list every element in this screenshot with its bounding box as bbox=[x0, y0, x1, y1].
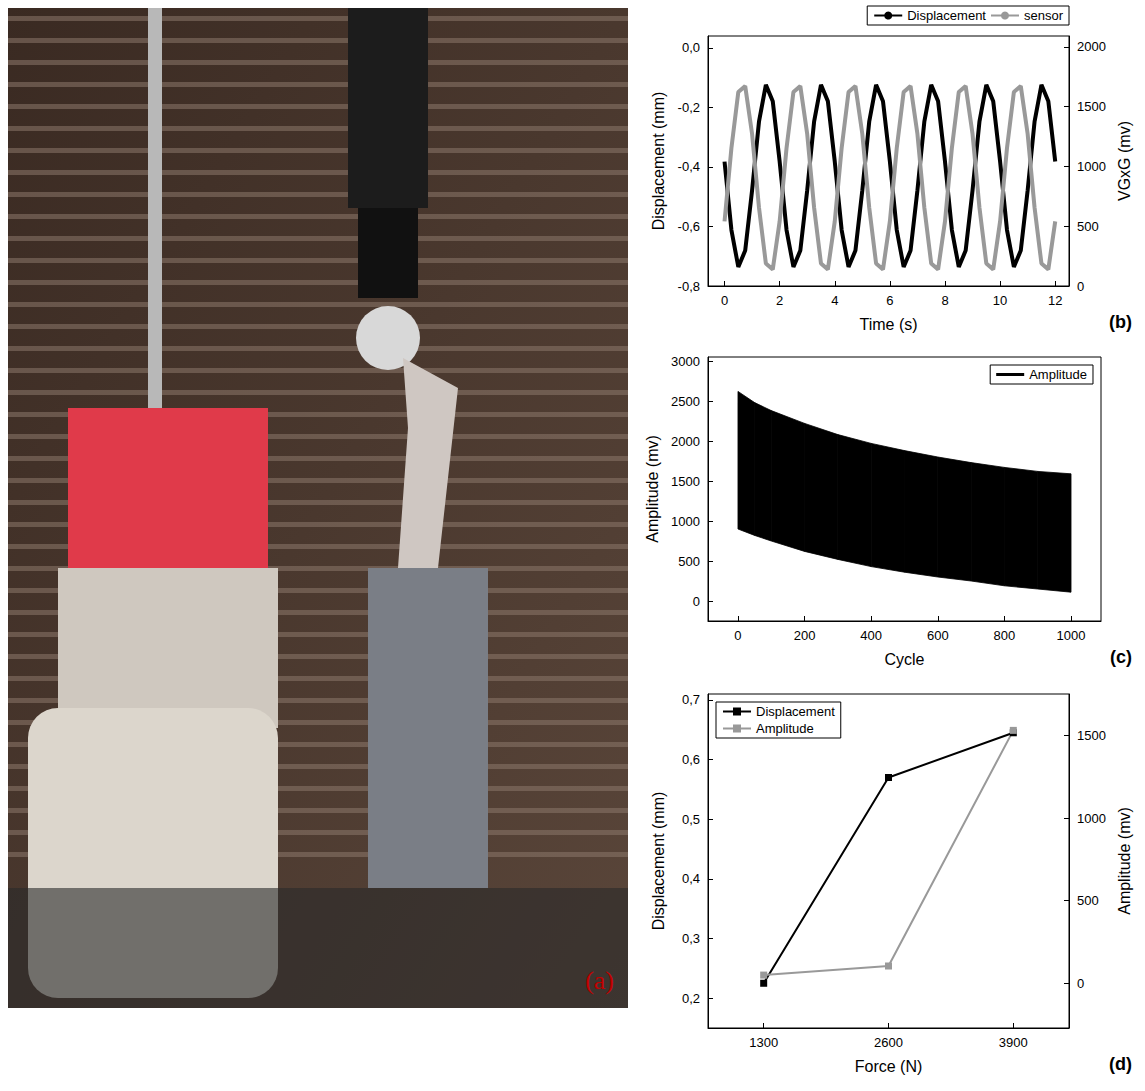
svg-text:0,3: 0,3 bbox=[682, 931, 700, 946]
svg-text:1000: 1000 bbox=[671, 514, 700, 529]
html-text:(a): (a) bbox=[585, 966, 614, 995]
svg-text:400: 400 bbox=[860, 628, 882, 643]
svg-text:8: 8 bbox=[941, 293, 948, 308]
svg-text:500: 500 bbox=[1077, 893, 1099, 908]
svg-text:2600: 2600 bbox=[874, 1035, 903, 1050]
svg-text:Amplitude (mv): Amplitude (mv) bbox=[1116, 807, 1133, 915]
svg-text:0: 0 bbox=[693, 594, 700, 609]
svg-text:Displacement (mm): Displacement (mm) bbox=[650, 792, 667, 931]
svg-text:500: 500 bbox=[678, 554, 700, 569]
svg-text:(c): (c) bbox=[1110, 647, 1132, 667]
svg-text:3900: 3900 bbox=[999, 1035, 1028, 1050]
svg-text:Force (N): Force (N) bbox=[855, 1058, 923, 1075]
svg-text:Displacement: Displacement bbox=[756, 704, 835, 719]
svg-text:0: 0 bbox=[721, 293, 728, 308]
svg-text:2000: 2000 bbox=[671, 434, 700, 449]
svg-text:-0,4: -0,4 bbox=[678, 159, 700, 174]
svg-text:2: 2 bbox=[776, 293, 783, 308]
svg-text:3000: 3000 bbox=[671, 354, 700, 369]
svg-text:(d): (d) bbox=[1109, 1054, 1132, 1074]
svg-text:0,0: 0,0 bbox=[682, 40, 700, 55]
svg-text:500: 500 bbox=[1077, 219, 1099, 234]
svg-text:1500: 1500 bbox=[1077, 728, 1106, 743]
svg-text:2500: 2500 bbox=[671, 394, 700, 409]
svg-text:0: 0 bbox=[734, 628, 741, 643]
svg-text:0,4: 0,4 bbox=[682, 871, 700, 886]
svg-text:(b): (b) bbox=[1109, 312, 1132, 332]
svg-text:600: 600 bbox=[927, 628, 949, 643]
svg-text:0,2: 0,2 bbox=[682, 991, 700, 1006]
svg-text:1000: 1000 bbox=[1077, 811, 1106, 826]
svg-text:6: 6 bbox=[886, 293, 893, 308]
svg-text:10: 10 bbox=[993, 293, 1007, 308]
svg-text:-0,6: -0,6 bbox=[678, 219, 700, 234]
svg-text:0,5: 0,5 bbox=[682, 812, 700, 827]
svg-text:1000: 1000 bbox=[1057, 628, 1086, 643]
svg-text:Amplitude (mv): Amplitude (mv) bbox=[644, 435, 661, 543]
svg-text:sensor: sensor bbox=[1024, 8, 1064, 23]
svg-text:VGxG (mv): VGxG (mv) bbox=[1116, 121, 1133, 201]
svg-text:2000: 2000 bbox=[1077, 39, 1106, 54]
svg-text:Displacement: Displacement bbox=[907, 8, 986, 23]
svg-text:0: 0 bbox=[1077, 279, 1084, 294]
svg-text:4: 4 bbox=[831, 293, 838, 308]
svg-text:12: 12 bbox=[1048, 293, 1062, 308]
svg-text:1500: 1500 bbox=[1077, 99, 1106, 114]
svg-text:-0,8: -0,8 bbox=[678, 279, 700, 294]
svg-text:1300: 1300 bbox=[749, 1035, 778, 1050]
svg-text:1500: 1500 bbox=[671, 474, 700, 489]
svg-text:1000: 1000 bbox=[1077, 159, 1106, 174]
svg-text:-0,2: -0,2 bbox=[678, 100, 700, 115]
svg-text:Cycle: Cycle bbox=[884, 651, 924, 668]
svg-text:800: 800 bbox=[994, 628, 1016, 643]
svg-text:Displacement (mm): Displacement (mm) bbox=[650, 92, 667, 231]
svg-text:Amplitude: Amplitude bbox=[756, 721, 814, 736]
svg-text:0: 0 bbox=[1077, 976, 1084, 991]
svg-text:Amplitude: Amplitude bbox=[1029, 367, 1087, 382]
svg-text:Time (s): Time (s) bbox=[859, 316, 917, 333]
svg-text:0,7: 0,7 bbox=[682, 692, 700, 707]
svg-text:200: 200 bbox=[794, 628, 816, 643]
svg-text:0,6: 0,6 bbox=[682, 752, 700, 767]
